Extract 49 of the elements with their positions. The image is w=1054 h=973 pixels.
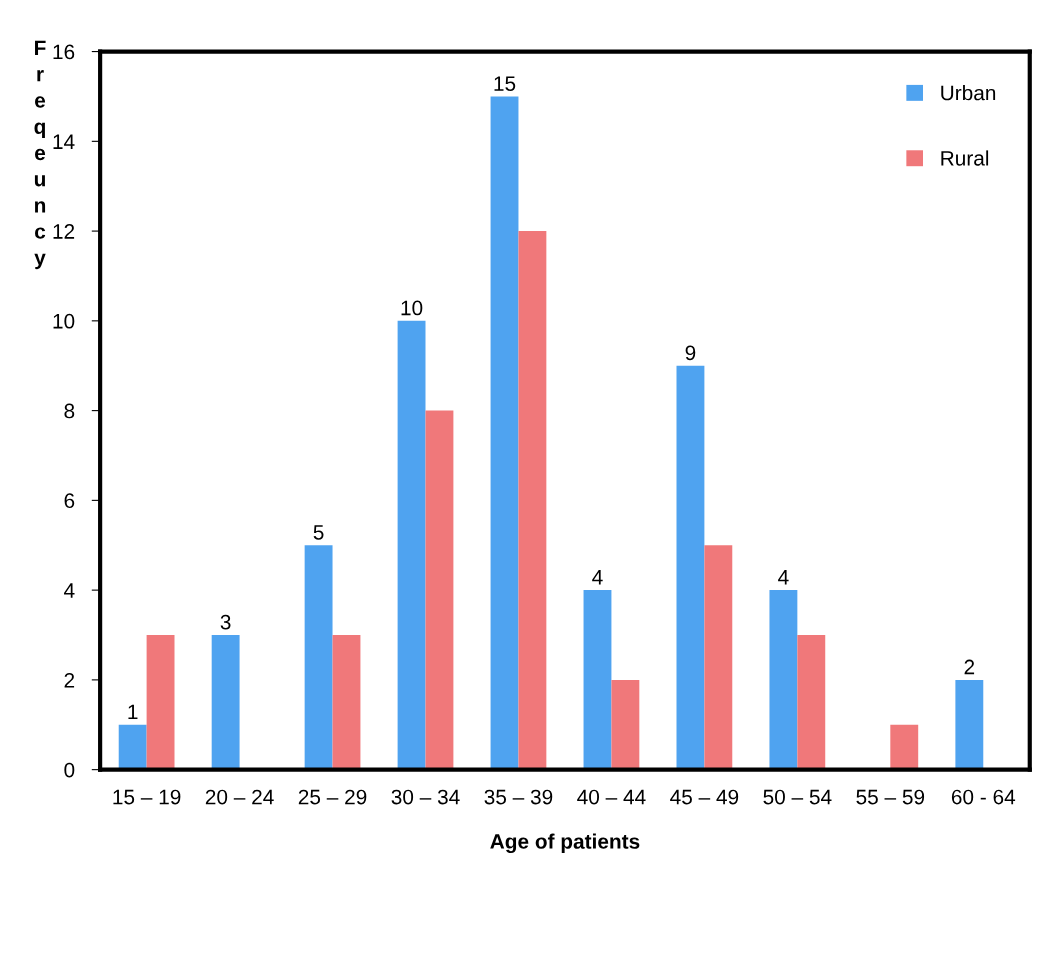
bar: [955, 679, 984, 770]
data-label: 1: [128, 704, 138, 720]
x-tick-label: 30 – 34: [391, 789, 460, 805]
bar: [397, 320, 426, 770]
text: Freqeuncy: [34, 40, 46, 270]
data-label: 4: [778, 570, 789, 585]
bar: [890, 724, 919, 770]
bar: [118, 724, 147, 770]
y-tick-label: 6: [64, 493, 75, 509]
x-tick-label: 50 – 54: [763, 789, 832, 805]
x-tick-label: 40 – 44: [577, 789, 646, 805]
x-tick-label: 20 – 24: [205, 789, 274, 805]
x-tick-label: 35 – 39: [484, 789, 553, 805]
x-tick-label: 15 – 19: [113, 789, 181, 805]
bar: [611, 679, 640, 770]
data-label: 10: [401, 300, 423, 316]
data-label: 15: [494, 76, 516, 91]
bar: [211, 635, 240, 770]
data-label: 5: [313, 525, 324, 540]
y-tick-label: 10: [53, 313, 75, 329]
x-axis-title: Age of patients: [490, 833, 640, 854]
bar: [769, 590, 798, 770]
data-label: 3: [220, 614, 231, 630]
bar: [146, 635, 175, 770]
y-tick-label: 0: [64, 762, 75, 778]
data-label: 2: [964, 659, 975, 675]
y-tick-label: 16: [53, 44, 75, 60]
bar: [304, 545, 333, 770]
bar: [797, 635, 826, 770]
bar: [490, 96, 519, 770]
bar: [704, 545, 733, 770]
y-tick-label: 4: [64, 583, 75, 598]
bar: [332, 635, 361, 770]
bar: [425, 410, 454, 770]
x-tick-label: 55 – 59: [856, 789, 925, 805]
y-tick-label: 2: [64, 672, 75, 688]
x-tick-label: 25 – 29: [298, 789, 367, 805]
legend-label: Urban: [941, 85, 996, 101]
data-label: 4: [592, 570, 603, 585]
bar: [676, 365, 705, 770]
legend-label: Rural: [941, 150, 989, 166]
data-label: 9: [685, 345, 696, 361]
bar: [583, 590, 612, 770]
y-tick-label: 14: [53, 134, 75, 149]
x-tick-label: 45 – 49: [670, 789, 739, 805]
x-tick-label: 60 - 64: [951, 789, 1016, 805]
bar: [518, 231, 547, 770]
y-tick-label: 8: [64, 403, 75, 419]
y-tick-label: 12: [53, 224, 75, 239]
